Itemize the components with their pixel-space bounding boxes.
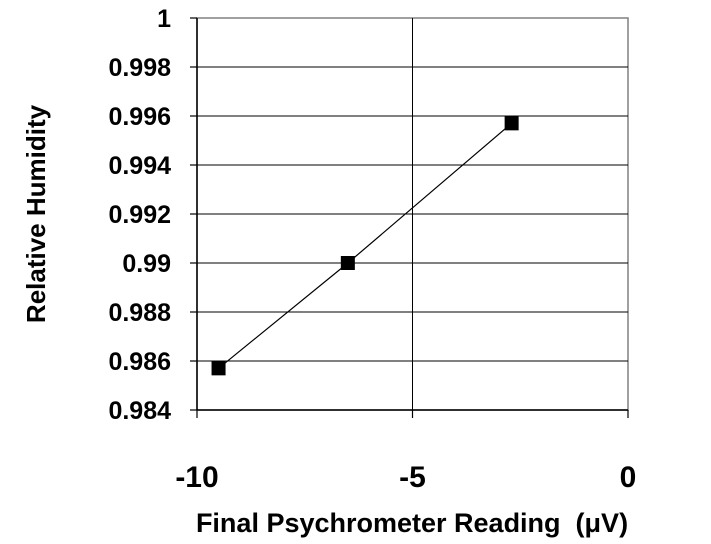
plot-area	[190, 17, 629, 418]
y-axis-title: Relative Humidity	[21, 104, 51, 323]
x-tick-label: -5	[399, 461, 426, 494]
y-tick-labels: 0.984 0.986 0.988 0.99 0.992 0.994 0.996 0.998 1	[108, 5, 171, 425]
y-tick-label: 0.984	[108, 397, 171, 425]
y-tick-label: 0.992	[108, 201, 171, 229]
y-tick-label: 1	[157, 5, 171, 33]
x-tick-labels: -10 -5 0	[175, 461, 636, 494]
data-point-marker	[211, 361, 226, 376]
axes	[190, 17, 629, 418]
grid	[197, 18, 628, 410]
y-tick-label: 0.998	[108, 54, 171, 82]
data-point-marker	[340, 256, 355, 270]
y-tick-label: 0.994	[108, 152, 171, 180]
data-point-marker	[504, 116, 519, 131]
y-tick-label: 0.986	[108, 348, 171, 376]
y-tick-label: 0.99	[122, 250, 171, 278]
y-tick-label: 0.996	[108, 103, 171, 131]
series-layer	[211, 116, 519, 376]
y-tick-label: 0.988	[108, 299, 171, 327]
x-axis-title: Final Psychrometer Reading (μV)	[196, 508, 628, 538]
x-tick-label: 0	[620, 461, 637, 494]
x-tick-label: -10	[175, 461, 218, 494]
